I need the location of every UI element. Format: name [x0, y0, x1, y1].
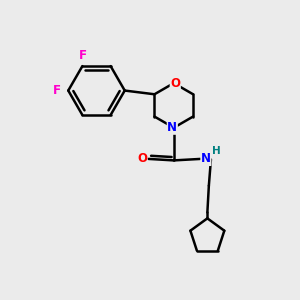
- Text: O: O: [137, 152, 147, 165]
- Text: N: N: [201, 152, 211, 165]
- Text: N: N: [167, 121, 177, 134]
- Text: F: F: [53, 84, 61, 97]
- Text: H: H: [212, 146, 220, 156]
- Text: O: O: [170, 76, 180, 90]
- Text: F: F: [78, 49, 86, 62]
